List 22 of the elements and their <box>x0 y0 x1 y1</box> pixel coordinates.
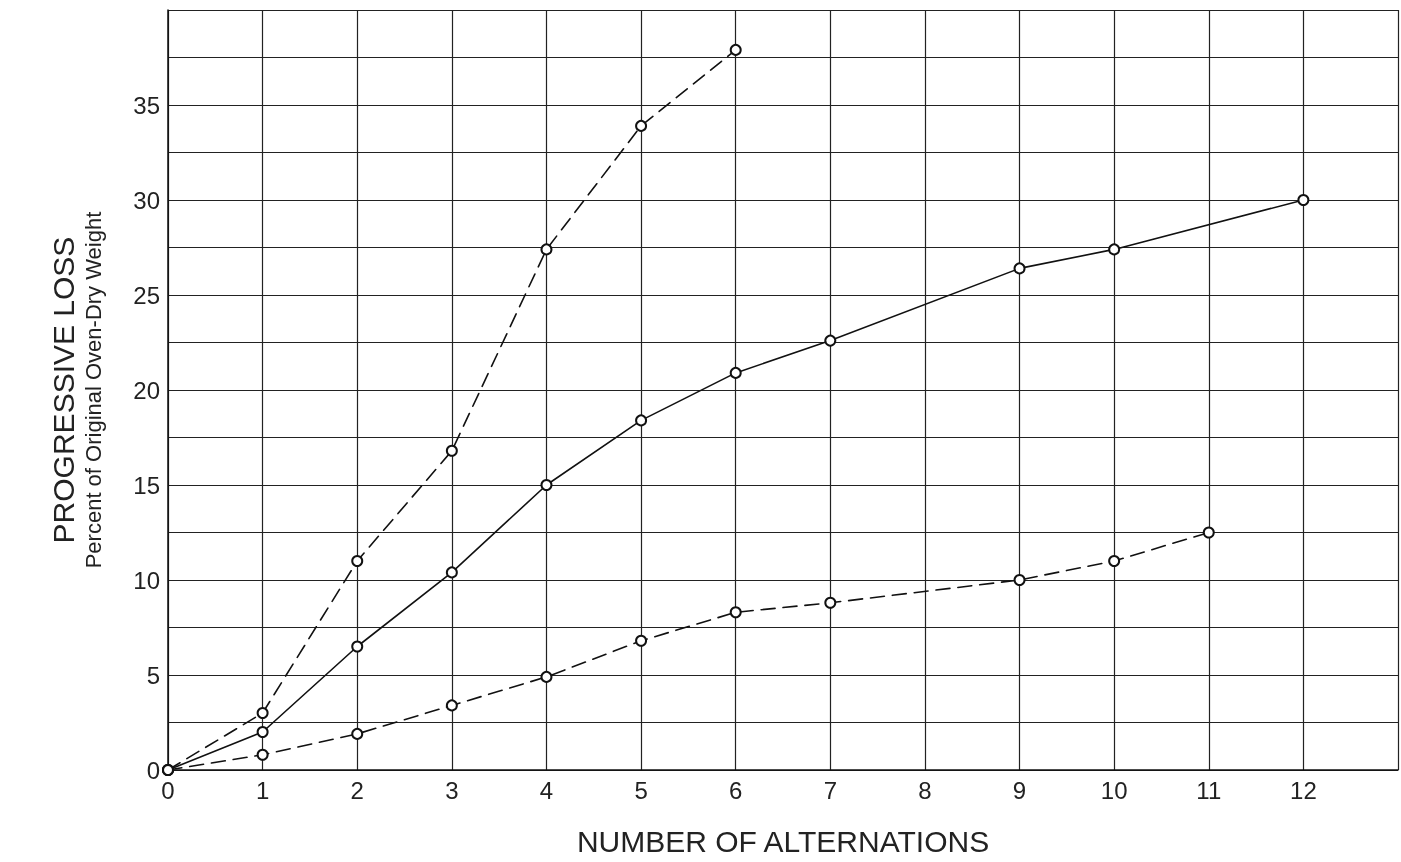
x-tick-label: 5 <box>634 776 648 804</box>
x-tick-label: 9 <box>1012 776 1027 804</box>
y-tick-label: 20 <box>133 376 160 404</box>
y-tick-label: 25 <box>133 281 160 309</box>
x-tick-label: 6 <box>729 776 743 804</box>
y-axis-title: PROGRESSIVE LOSS Percent of Original Oven-Dry Weight <box>46 211 106 569</box>
x-axis-title: NUMBER OF ALTERNATIONS <box>576 824 990 858</box>
x-tick-label: 11 <box>1196 776 1222 804</box>
y-tick-label: 35 <box>133 91 160 119</box>
x-tick-label: 3 <box>445 776 459 804</box>
y-tick-label: 0 <box>146 756 160 784</box>
x-tick-label: 1 <box>255 776 270 804</box>
y-tick-label: 15 <box>133 471 160 499</box>
x-tick-label: 12 <box>1290 776 1317 804</box>
x-tick-label: 4 <box>539 776 554 804</box>
x-tick-label: 2 <box>350 776 364 804</box>
y-tick-label: 30 <box>133 186 160 214</box>
x-tick-label: 10 <box>1100 776 1128 804</box>
x-tick-label: 7 <box>823 776 837 804</box>
y-tick-label: 10 <box>133 566 160 594</box>
y-tick-label: 5 <box>146 661 160 689</box>
x-tick-label: 8 <box>918 776 932 804</box>
